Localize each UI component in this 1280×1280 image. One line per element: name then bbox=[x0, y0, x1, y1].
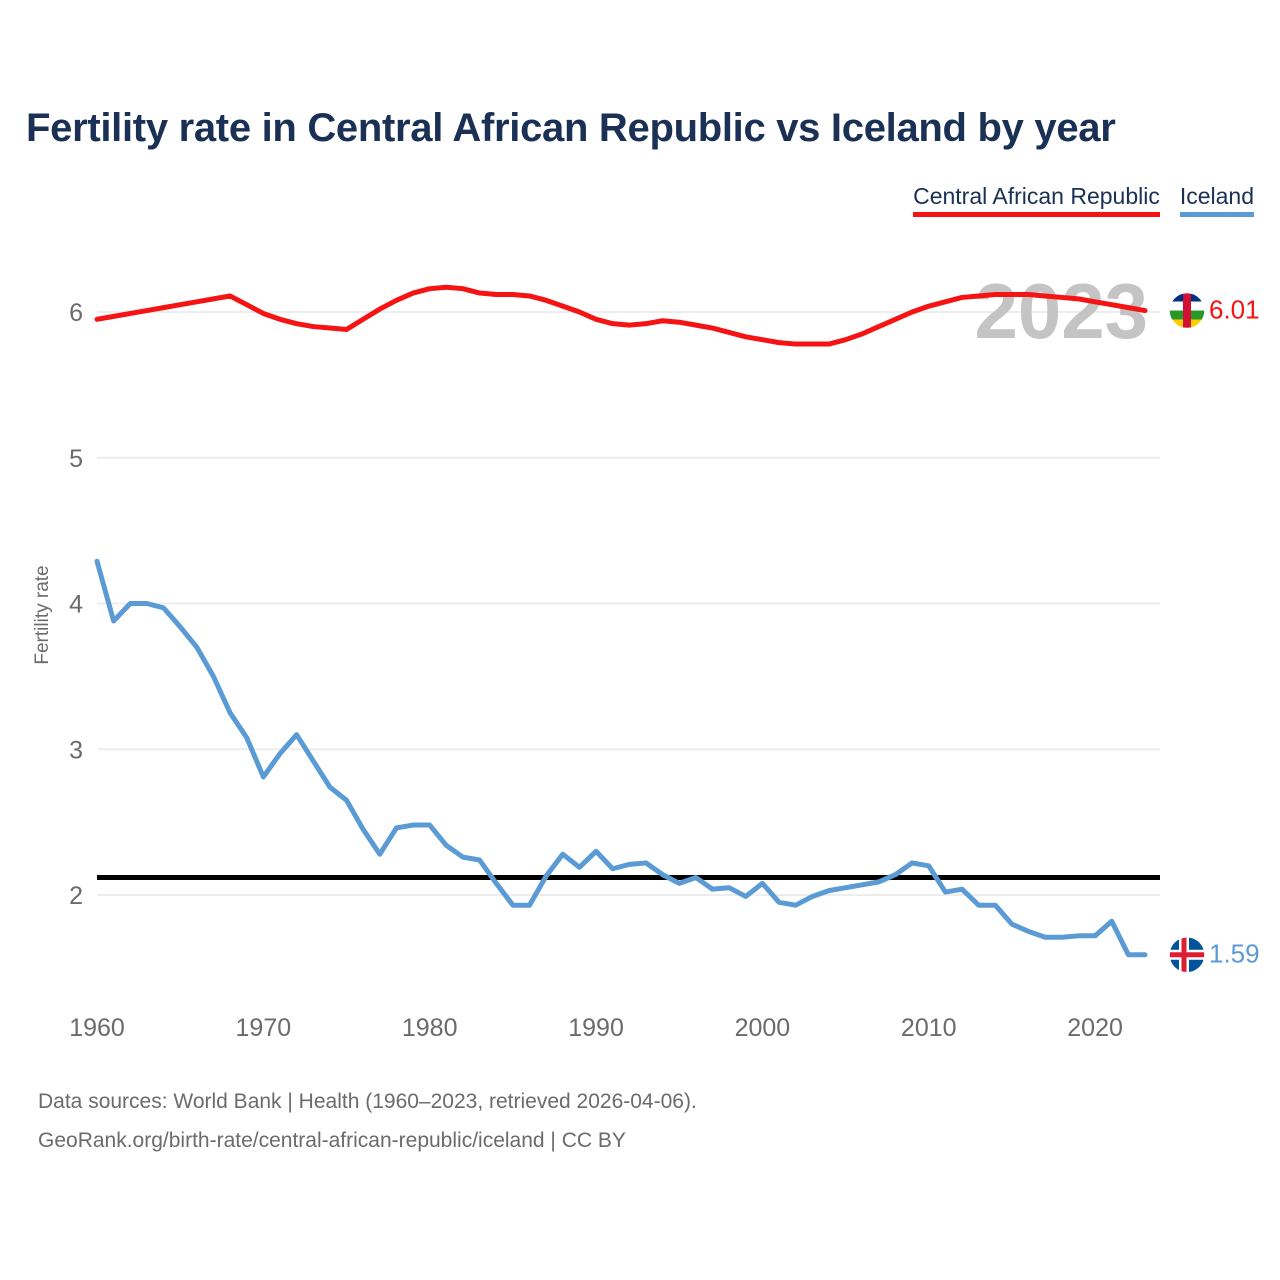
x-axis-tick-labels: 1960 1970 1980 1990 2000 2010 2020 bbox=[69, 1014, 1123, 1042]
legend-swatch-iceland bbox=[1179, 212, 1254, 217]
y-tick-3: 3 bbox=[69, 736, 83, 764]
x-tick-2000: 2000 bbox=[735, 1014, 791, 1042]
y-axis-title: Fertility rate bbox=[32, 565, 53, 664]
watermark-year: 2023 bbox=[974, 267, 1148, 355]
chart-legend: Central African Republic Iceland bbox=[913, 182, 1254, 217]
end-value-central-african-republic: 6.01 bbox=[1209, 294, 1260, 324]
y-axis-tick-labels: 2 3 4 5 6 bbox=[69, 299, 83, 910]
footer-attribution: GeoRank.org/birth-rate/central-african-r… bbox=[38, 1129, 626, 1152]
iceland-flag bbox=[1169, 936, 1205, 973]
page-title: Fertility rate in Central African Republ… bbox=[26, 106, 1116, 150]
x-tick-2010: 2010 bbox=[901, 1014, 957, 1042]
y-tick-6: 6 bbox=[69, 299, 83, 327]
x-tick-1970: 1970 bbox=[236, 1014, 292, 1042]
legend-label-iceland: Iceland bbox=[1179, 183, 1254, 209]
line-series-iceland bbox=[94, 558, 1148, 958]
legend-swatch-central-african-republic bbox=[913, 212, 1160, 217]
end-marker-iceland: 1.59 bbox=[1168, 936, 1260, 974]
gridlines bbox=[97, 311, 1160, 896]
y-tick-4: 4 bbox=[69, 591, 83, 619]
x-tick-1960: 1960 bbox=[69, 1014, 125, 1042]
y-tick-2: 2 bbox=[69, 882, 83, 910]
end-marker-central-african-republic: 6.01 bbox=[1168, 291, 1260, 330]
y-tick-5: 5 bbox=[69, 445, 83, 473]
legend-item-central-african-republic[interactable]: Central African Republic bbox=[913, 182, 1160, 217]
end-value-iceland: 1.59 bbox=[1209, 939, 1260, 969]
x-tick-2020: 2020 bbox=[1067, 1014, 1123, 1042]
central-african-republic-flag bbox=[1169, 292, 1205, 329]
x-tick-1990: 1990 bbox=[568, 1014, 624, 1042]
line-series-central-african-republic bbox=[94, 284, 1148, 347]
footer-data-sources: Data sources: World Bank | Health (1960–… bbox=[38, 1090, 697, 1113]
x-tick-1980: 1980 bbox=[402, 1014, 458, 1042]
legend-label-central-african-republic: Central African Republic bbox=[913, 183, 1160, 209]
legend-item-iceland[interactable]: Iceland bbox=[1179, 182, 1254, 217]
footer: Data sources: World Bank | Health (1960–… bbox=[38, 1082, 697, 1160]
